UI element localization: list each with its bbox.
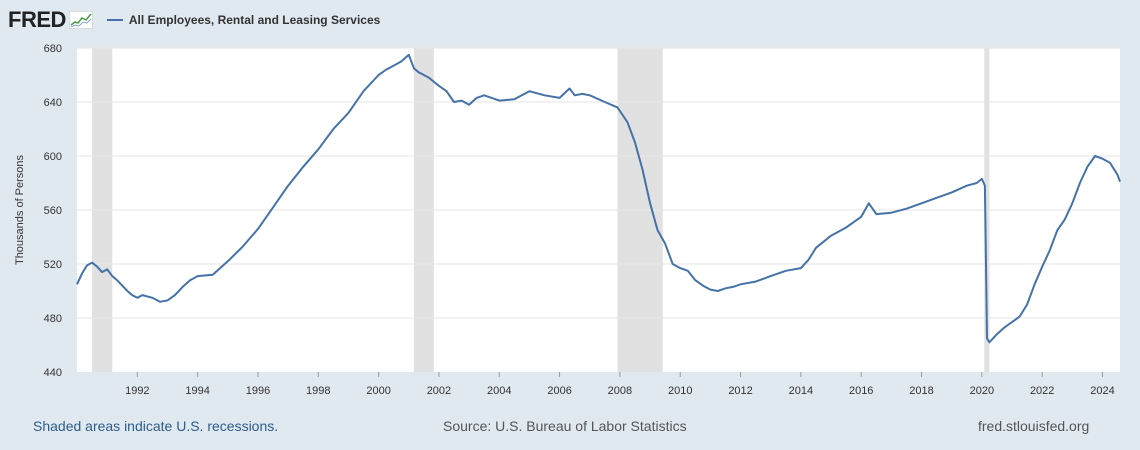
fred-logo-text: FRED	[8, 7, 66, 32]
x-tick-label: 2024	[1090, 385, 1114, 397]
x-tick-label: 2010	[668, 385, 692, 397]
x-tick-label: 2008	[608, 385, 632, 397]
series-line	[76, 53, 1121, 344]
site-link[interactable]: fred.stlouisfed.org	[978, 418, 1090, 434]
x-tick-label: 1998	[306, 385, 330, 397]
x-tick-label: 2012	[728, 385, 752, 397]
legend-series-label: All Employees, Rental and Leasing Servic…	[128, 13, 381, 27]
x-tick-label: 2014	[789, 385, 813, 397]
y-tick-label: 480	[44, 313, 62, 325]
chart-header: FRED All Employees, Rental and Leasing S…	[8, 6, 380, 34]
x-tick-label: 2002	[427, 385, 451, 397]
y-axis-label: Thousands of Persons	[14, 154, 26, 265]
x-tick-label: 2000	[366, 385, 390, 397]
source-note: Source: U.S. Bureau of Labor Statistics	[443, 418, 687, 434]
x-tick-label: 1992	[125, 385, 149, 397]
x-tick-label: 1994	[185, 385, 209, 397]
x-tick-label: 2016	[849, 385, 873, 397]
x-tick-label: 2018	[909, 385, 933, 397]
y-tick-label: 600	[44, 151, 62, 163]
x-tick-label: 1996	[246, 385, 270, 397]
x-tick-label: 2020	[970, 385, 994, 397]
recessions-note: Shaded areas indicate U.S. recessions.	[33, 418, 279, 434]
y-tick-label: 560	[44, 205, 62, 217]
fred-sparkline-icon	[68, 11, 93, 29]
y-tick-label: 640	[44, 97, 62, 109]
y-tick-label: 440	[44, 367, 62, 379]
y-tick-label: 520	[44, 259, 62, 271]
x-tick-label: 2004	[487, 385, 511, 397]
x-tick-label: 2022	[1030, 385, 1054, 397]
x-tick-label: 2006	[547, 385, 571, 397]
fred-logo[interactable]: FRED	[8, 7, 93, 33]
legend-line-swatch	[106, 19, 123, 21]
chart-legend[interactable]: All Employees, Rental and Leasing Servic…	[106, 13, 381, 27]
y-tick-label: 680	[44, 43, 62, 55]
